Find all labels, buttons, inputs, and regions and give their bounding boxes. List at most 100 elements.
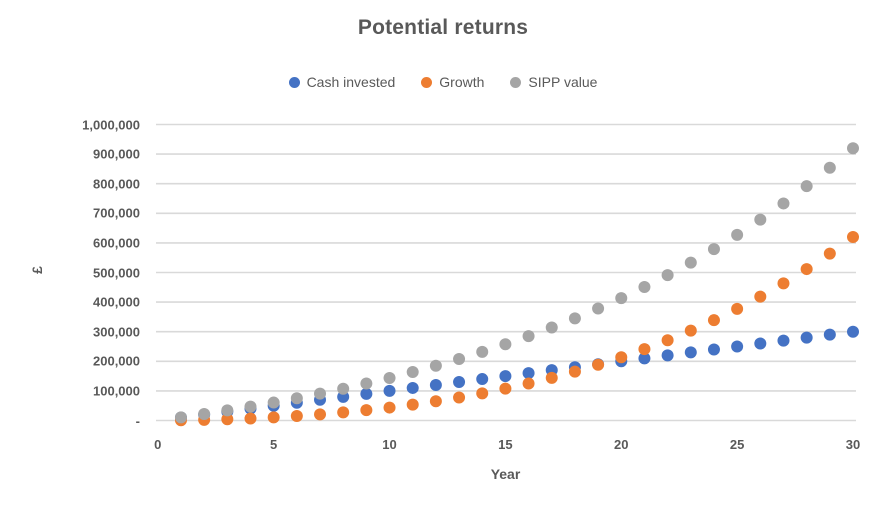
- data-point: [314, 408, 327, 421]
- data-point: [360, 387, 373, 400]
- legend-item-growth: Growth: [421, 74, 484, 90]
- data-point: [267, 396, 280, 409]
- y-tick-label: 100,000: [93, 383, 140, 399]
- data-point: [383, 401, 396, 414]
- data-point: [823, 247, 836, 260]
- data-point: [429, 378, 442, 391]
- data-point: [592, 302, 605, 315]
- data-point: [823, 161, 836, 174]
- data-point: [360, 404, 373, 417]
- data-point: [453, 353, 466, 366]
- data-point: [545, 371, 558, 384]
- x-tick-label: 25: [729, 437, 745, 452]
- data-point: [731, 228, 744, 241]
- data-point: [429, 395, 442, 408]
- y-tick-label: 200,000: [93, 353, 140, 369]
- data-point: [499, 382, 512, 395]
- chart-title: Potential returns: [357, 16, 529, 39]
- data-point: [777, 277, 790, 290]
- data-point: [522, 330, 535, 343]
- data-point: [638, 281, 651, 294]
- data-point: [754, 290, 767, 303]
- legend-item-sipp-value: SIPP value: [510, 74, 597, 90]
- data-point: [731, 340, 744, 353]
- legend-label-cash-invested: Cash invested: [306, 74, 396, 90]
- y-tick-label: 800,000: [93, 176, 140, 192]
- data-point: [638, 352, 651, 365]
- data-point: [476, 373, 489, 386]
- data-point: [476, 345, 489, 358]
- data-point: [499, 338, 512, 351]
- data-point: [244, 400, 257, 413]
- data-point: [684, 324, 697, 337]
- data-point: [383, 384, 396, 397]
- x-tick-label: 20: [614, 437, 629, 452]
- data-point: [360, 377, 373, 390]
- legend-marker-sipp-value-icon: [510, 76, 522, 88]
- data-point: [731, 302, 744, 315]
- data-point: [476, 387, 489, 400]
- data-point: [244, 412, 257, 425]
- y-axis-title: £: [29, 266, 45, 274]
- data-point: [615, 292, 628, 305]
- data-point: [846, 142, 859, 155]
- x-tick-label: 30: [845, 437, 861, 452]
- x-axis-title: Year: [490, 466, 521, 482]
- data-point: [661, 349, 674, 362]
- data-point: [221, 413, 234, 426]
- data-point: [267, 411, 280, 424]
- data-point: [453, 391, 466, 404]
- data-point: [754, 213, 767, 226]
- data-point: [707, 314, 720, 327]
- data-point: [800, 331, 813, 344]
- y-tick-label: -: [135, 413, 140, 428]
- data-point: [406, 381, 419, 394]
- data-point: [406, 398, 419, 411]
- data-point: [707, 243, 720, 256]
- data-point: [638, 343, 651, 356]
- data-point: [290, 392, 303, 405]
- data-point: [846, 231, 859, 244]
- data-point: [453, 376, 466, 389]
- data-point: [846, 325, 859, 338]
- data-point: [800, 180, 813, 193]
- data-point: [221, 404, 234, 417]
- legend-label-growth: Growth: [439, 74, 485, 90]
- data-point: [684, 256, 697, 269]
- legend: Cash invested Growth SIPP value: [0, 74, 886, 90]
- y-tick-label: 400,000: [93, 294, 140, 310]
- y-tick-label: 900,000: [93, 146, 140, 162]
- data-point: [429, 359, 442, 372]
- data-point: [800, 263, 813, 276]
- data-point: [406, 366, 419, 379]
- y-tick-label: 300,000: [93, 324, 140, 340]
- data-point: [661, 269, 674, 282]
- data-point: [337, 406, 350, 419]
- x-tick-label: 10: [382, 437, 397, 452]
- data-point: [707, 343, 720, 356]
- legend-marker-growth-icon: [421, 76, 433, 88]
- y-tick-label: 500,000: [93, 265, 140, 280]
- legend-item-cash-invested: Cash invested: [288, 74, 396, 90]
- x-tick-label: 15: [498, 437, 513, 452]
- data-point: [522, 377, 535, 390]
- data-point: [777, 197, 790, 210]
- data-point: [754, 337, 767, 350]
- data-point: [383, 371, 396, 384]
- data-point: [777, 334, 790, 347]
- data-point: [823, 328, 836, 341]
- data-point: [522, 367, 535, 380]
- data-point: [290, 410, 303, 423]
- y-tick-label: 1,000,000: [82, 117, 140, 132]
- data-point: [661, 334, 674, 347]
- y-tick-label: 600,000: [93, 235, 140, 251]
- data-point: [615, 351, 628, 364]
- x-tick-label: 5: [270, 437, 278, 452]
- data-point: [174, 411, 187, 424]
- data-point: [198, 407, 211, 420]
- data-point: [337, 382, 350, 395]
- data-point: [499, 370, 512, 383]
- data-point: [568, 365, 581, 378]
